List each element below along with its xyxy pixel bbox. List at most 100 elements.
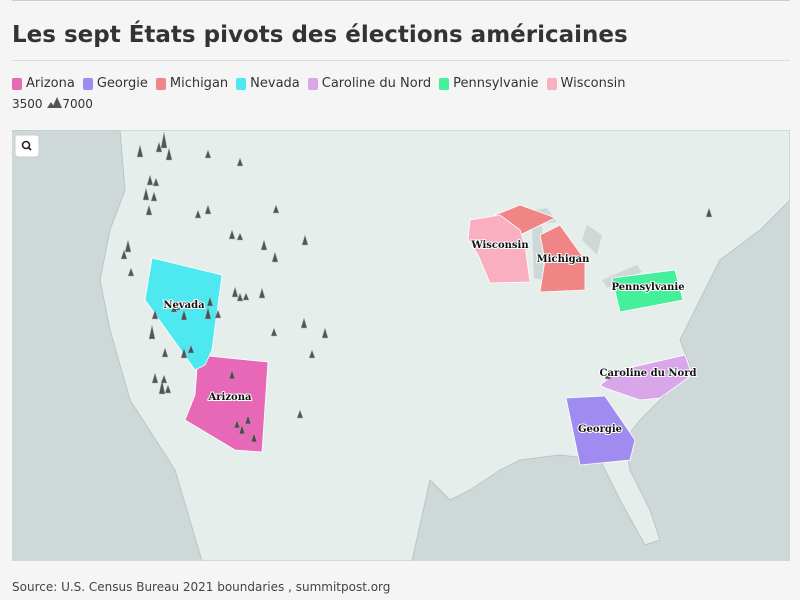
state [599,354,693,401]
legend-item: Wisconsin [546,76,626,91]
peak [236,292,244,302]
peak [160,131,168,149]
peak [148,324,156,340]
state-label: Pennsylvanie [611,282,684,293]
peak [160,374,168,384]
peak [151,309,159,320]
state [539,224,586,293]
legend-label: Georgie [96,76,148,91]
peak [151,372,159,384]
legend-item: Caroline du Nord [307,76,432,91]
legend-item: Nevada [236,76,300,91]
peak [145,204,153,216]
title: Les sept États pivots des élections amér… [12,22,628,48]
legend-swatch [439,77,450,90]
peak [124,239,132,253]
legend: Arizona Georgie Michigan Nevada Caroline du … [12,76,625,91]
peak [242,292,250,301]
state-label: Michigan [537,254,590,265]
peak [127,267,135,277]
legend-swatch [12,77,22,90]
peak [308,349,316,359]
peak [173,299,181,311]
legend-swatch [546,77,557,90]
peak [258,287,266,299]
lake [582,225,602,255]
legend-item: Pennsylvanie [439,76,539,91]
peak [214,309,222,319]
peak [204,149,212,159]
peak [204,204,212,215]
peak [206,296,214,307]
state-label: Wisconsin [470,240,529,251]
peak [260,239,268,251]
legend-swatch [307,77,318,90]
legend-item: Arizona [12,76,75,91]
size-max: 7000 [62,97,93,111]
legend-swatch [236,77,247,90]
peak [236,232,244,241]
peak [161,347,169,358]
legend-swatch [155,77,166,90]
peak [236,157,244,167]
legend-label: Nevada [250,76,300,91]
peak [136,144,144,158]
search-icon [21,140,31,150]
source: Source: U.S. Census Bureau 2021 boundari… [12,580,391,594]
peak [146,174,154,186]
peak [271,251,279,263]
state [565,395,636,466]
state-label: Georgie [578,424,622,435]
peak [164,384,172,394]
legend-item: Michigan [155,76,229,91]
peak [296,409,304,419]
peak [705,207,713,218]
peak [231,286,239,298]
search-button[interactable] [14,134,40,158]
state [611,269,684,313]
size-min: 3500 [12,97,43,111]
peak [228,369,236,380]
state [184,354,269,453]
size-icon [47,97,63,108]
peak [233,419,241,429]
peak [238,424,246,435]
peak [120,249,128,260]
legend-label: Michigan [169,76,229,91]
peak [300,317,308,329]
peak [301,234,309,246]
state-label: Arizona [208,392,252,403]
legend-label: Arizona [26,76,75,91]
legend-label: Wisconsin [560,76,626,91]
peak [270,327,278,337]
map: Arizona Georgie Michigan Nevada Caroline du … [12,130,790,561]
peak [165,147,173,161]
state [467,214,531,284]
peak [158,379,166,395]
legend-label: Caroline du Nord [321,76,432,91]
peak [180,309,188,321]
peak [180,347,188,359]
legend-item: Georgie [82,76,148,91]
peak [204,306,212,320]
peak [187,344,195,354]
peak [194,209,202,219]
divider [12,0,790,1]
peak [152,177,160,187]
peak [272,204,280,214]
peak [244,414,252,425]
size-legend: 3500 7000 [12,96,93,111]
search-icon [27,146,32,151]
state-label: Nevada [163,300,205,311]
state-label: Caroline du Nord [600,368,697,379]
peak [250,432,258,443]
legend-label: Pennsylvanie [453,76,539,91]
peak [321,327,329,339]
divider [12,60,790,61]
peak [155,141,163,153]
peak [142,187,150,201]
peak [228,229,236,240]
legend-swatch [82,77,93,90]
peak [150,191,158,202]
